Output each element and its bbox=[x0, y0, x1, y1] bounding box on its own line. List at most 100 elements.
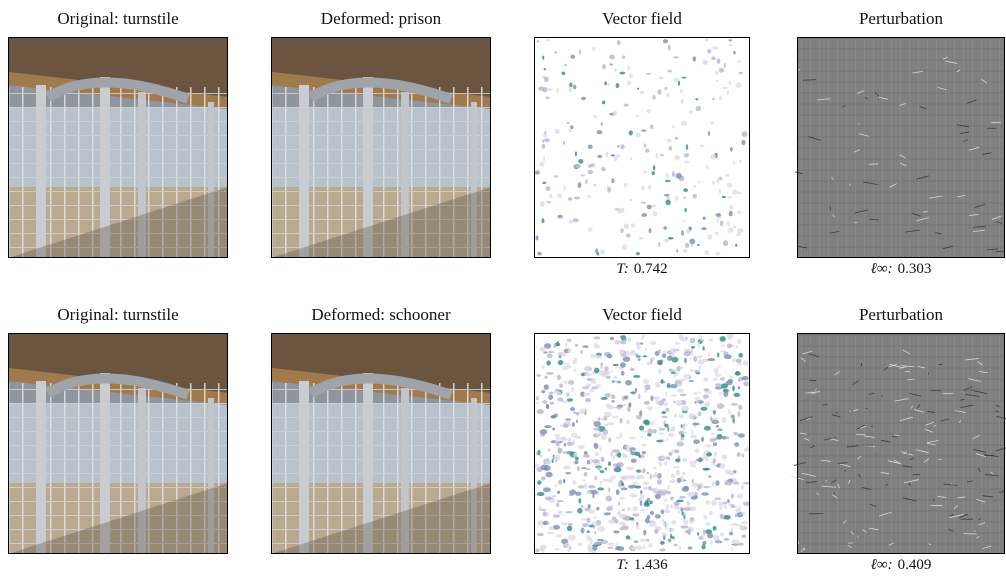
field-dot bbox=[635, 115, 639, 117]
perturbation-streak bbox=[866, 408, 868, 409]
field-dot bbox=[564, 380, 568, 384]
field-dot bbox=[680, 525, 688, 528]
panel-image bbox=[271, 37, 491, 258]
field-dot bbox=[555, 129, 560, 134]
field-dot bbox=[633, 482, 639, 484]
field-dot bbox=[742, 131, 748, 137]
field-dot bbox=[614, 69, 617, 72]
field-dot bbox=[690, 517, 694, 521]
field-dot bbox=[582, 386, 589, 389]
field-dot bbox=[597, 155, 602, 158]
field-dot bbox=[682, 432, 688, 434]
field-dot bbox=[658, 242, 660, 247]
field-dot bbox=[685, 530, 691, 533]
field-dot bbox=[584, 472, 588, 477]
field-dot bbox=[573, 452, 577, 457]
field-dot bbox=[653, 467, 657, 469]
field-dot bbox=[645, 149, 650, 153]
field-dot bbox=[741, 140, 745, 145]
field-dot bbox=[541, 526, 543, 528]
field-dot bbox=[743, 381, 749, 386]
perturbation-streak bbox=[857, 536, 858, 537]
field-dot bbox=[710, 540, 712, 545]
field-dot bbox=[626, 467, 634, 470]
field-dot bbox=[630, 368, 635, 371]
field-dot bbox=[623, 455, 628, 459]
field-dot bbox=[570, 407, 575, 411]
perturbation-bg bbox=[797, 37, 1005, 258]
field-dot bbox=[698, 411, 702, 416]
field-dot bbox=[732, 539, 740, 545]
field-dot bbox=[536, 402, 539, 404]
field-dot bbox=[606, 507, 613, 511]
field-dot bbox=[733, 51, 736, 54]
field-dot bbox=[676, 249, 678, 252]
field-dot bbox=[667, 383, 671, 388]
field-dot bbox=[582, 480, 585, 482]
panel-title: Deformed: prison bbox=[321, 9, 442, 28]
field-dot bbox=[738, 405, 742, 410]
field-dot bbox=[564, 443, 566, 447]
field-dot bbox=[717, 352, 719, 357]
field-dot bbox=[729, 81, 732, 85]
field-dot bbox=[723, 502, 727, 505]
perturbation-bg bbox=[797, 333, 1005, 554]
field-dot bbox=[553, 391, 561, 394]
field-dot bbox=[699, 145, 704, 147]
field-dot bbox=[637, 344, 641, 349]
field-dot bbox=[613, 364, 619, 366]
field-dot bbox=[557, 448, 561, 454]
field-dot bbox=[733, 432, 737, 435]
caption-label: ℓ∞: bbox=[871, 261, 893, 277]
field-dot bbox=[657, 89, 661, 94]
field-dot bbox=[676, 470, 680, 476]
field-dot bbox=[643, 379, 649, 384]
field-dot bbox=[643, 502, 650, 507]
field-dot bbox=[698, 342, 700, 347]
field-dot bbox=[677, 383, 682, 386]
field-dot bbox=[655, 514, 661, 518]
field-dot bbox=[702, 541, 706, 545]
field-dot bbox=[724, 538, 730, 541]
field-dot bbox=[650, 511, 654, 515]
field-dot bbox=[657, 473, 660, 477]
field-dot bbox=[554, 51, 556, 54]
field-dot bbox=[568, 420, 570, 425]
field-bg bbox=[534, 37, 750, 258]
field-dot bbox=[738, 506, 740, 512]
field-dot bbox=[675, 196, 679, 201]
field-dot bbox=[640, 509, 646, 511]
field-dot bbox=[708, 338, 713, 341]
field-dot bbox=[684, 522, 688, 524]
field-dot bbox=[636, 524, 639, 529]
field-dot bbox=[647, 472, 649, 474]
field-dot bbox=[715, 480, 719, 486]
field-dot bbox=[619, 497, 625, 500]
panel-title: Deformed: schooner bbox=[311, 305, 451, 324]
field-dot bbox=[622, 509, 625, 511]
field-dot bbox=[658, 77, 663, 80]
field-dot bbox=[544, 343, 551, 349]
field-dot bbox=[690, 369, 693, 372]
field-dot bbox=[588, 544, 591, 548]
field-dot bbox=[660, 154, 664, 156]
field-dot bbox=[563, 423, 569, 428]
field-dot bbox=[575, 344, 578, 347]
field-dot bbox=[727, 343, 732, 348]
field-dot bbox=[619, 522, 626, 526]
field-dot bbox=[643, 468, 646, 473]
field-dot bbox=[704, 426, 711, 431]
field-dot bbox=[567, 526, 572, 532]
field-dot bbox=[739, 160, 742, 163]
field-dot bbox=[544, 77, 549, 82]
field-dot bbox=[721, 344, 725, 346]
panel-title: Original: turnstile bbox=[57, 305, 178, 324]
panel-image bbox=[534, 37, 750, 258]
field-dot bbox=[610, 337, 614, 340]
field-dot bbox=[639, 410, 642, 416]
field-dot bbox=[601, 362, 604, 366]
field-dot bbox=[556, 534, 562, 537]
field-dot bbox=[713, 458, 716, 464]
photo bbox=[271, 37, 491, 258]
field-dot bbox=[554, 175, 558, 177]
